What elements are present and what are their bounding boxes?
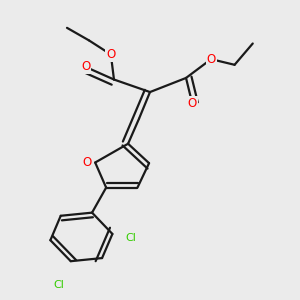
- Text: O: O: [188, 97, 197, 110]
- Text: O: O: [206, 53, 216, 66]
- Text: O: O: [106, 48, 116, 61]
- Text: Cl: Cl: [126, 233, 136, 243]
- Text: Cl: Cl: [54, 280, 64, 290]
- Text: O: O: [83, 156, 92, 169]
- Text: O: O: [81, 61, 90, 74]
